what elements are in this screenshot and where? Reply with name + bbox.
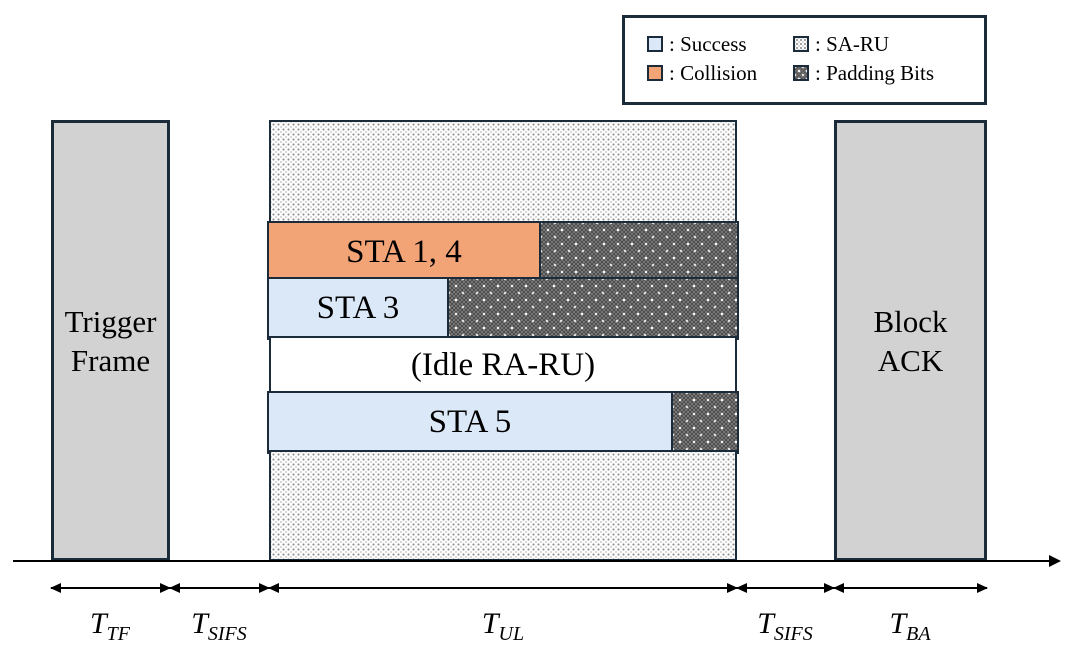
block-ack-box: Block ACK xyxy=(834,120,987,561)
legend-label-sa-ru: : SA-RU xyxy=(815,32,890,56)
legend-label-success: : Success xyxy=(669,32,747,56)
ra-ru-row-idle: (Idle RA-RU) xyxy=(269,336,737,395)
tba-label-sub: BA xyxy=(906,623,931,645)
legend-item-collision: : Collision xyxy=(647,61,793,85)
tul-duration-arrow xyxy=(268,583,738,593)
sta14-label: STA 1, 4 xyxy=(346,233,462,270)
trigger-frame-box: Trigger Frame xyxy=(51,120,170,561)
time-axis xyxy=(13,555,1061,567)
tsifs2-label-sub: SIFS xyxy=(773,623,813,645)
sta5-success-segment: STA 5 xyxy=(267,391,673,454)
tsifs2-duration-arrow xyxy=(736,583,835,593)
ra-ru-row-sta14: STA 1, 4 xyxy=(267,221,739,283)
ra-ru-row-sta3: STA 3 xyxy=(267,277,739,340)
tba-label-main: T xyxy=(889,607,907,640)
padding-bits-swatch-icon xyxy=(793,65,809,81)
tul-label-sub: UL xyxy=(498,623,525,645)
block-ack-label-line2: ACK xyxy=(877,342,944,378)
sta3-padding-segment xyxy=(447,277,739,340)
legend-item-success: : Success xyxy=(647,32,793,56)
trigger-frame-label-line2: Frame xyxy=(70,342,151,378)
trigger-frame-label-line1: Trigger xyxy=(64,303,157,339)
sa-ru-swatch-icon xyxy=(793,36,809,52)
tba-label: TBA xyxy=(830,604,990,644)
block-ack-label: Block ACK xyxy=(873,302,947,380)
tba-duration-arrow xyxy=(833,583,988,593)
tul-label-main: T xyxy=(481,607,499,640)
uplink-ru-block: STA 1, 4 STA 3 (Idle RA-RU) STA 5 xyxy=(267,120,739,561)
tsifs1-label: TSIFS xyxy=(139,604,299,644)
ttf-label: TTF xyxy=(30,604,190,644)
tsifs1-label-main: T xyxy=(191,607,208,640)
tsifs2-label-main: T xyxy=(757,607,774,640)
legend-label-padding-bits: : Padding Bits xyxy=(815,61,935,85)
legend-label-collision: : Collision xyxy=(669,61,758,85)
sta14-padding-segment xyxy=(539,221,739,283)
ttf-label-main: T xyxy=(89,607,107,640)
legend-item-sa-ru: : SA-RU xyxy=(793,32,984,56)
ttf-label-sub: TF xyxy=(106,623,131,645)
idle-ra-ru-label: (Idle RA-RU) xyxy=(410,347,596,383)
ra-ru-row-sta5: STA 5 xyxy=(267,391,739,454)
block-ack-label-line1: Block xyxy=(873,303,948,339)
tsifs1-duration-arrow xyxy=(169,583,270,593)
sta14-collision-segment: STA 1, 4 xyxy=(267,221,541,283)
legend: : Success : SA-RU : Collision : Padding … xyxy=(622,15,987,105)
legend-item-padding-bits: : Padding Bits xyxy=(793,61,984,85)
trigger-frame-label: Trigger Frame xyxy=(65,302,157,380)
sta3-label: STA 3 xyxy=(316,290,400,326)
sta5-padding-segment xyxy=(671,391,739,454)
tul-label: TUL xyxy=(423,604,583,644)
sta5-label: STA 5 xyxy=(428,404,512,440)
tsifs2-label: TSIFS xyxy=(705,604,865,644)
sa-ru-top-block xyxy=(269,120,737,225)
success-swatch-icon xyxy=(647,36,663,52)
tsifs1-label-sub: SIFS xyxy=(207,623,247,645)
ttf-duration-arrow xyxy=(50,583,171,593)
collision-swatch-icon xyxy=(647,65,663,81)
sa-ru-bottom-block xyxy=(269,450,737,561)
sta3-success-segment: STA 3 xyxy=(267,277,449,340)
